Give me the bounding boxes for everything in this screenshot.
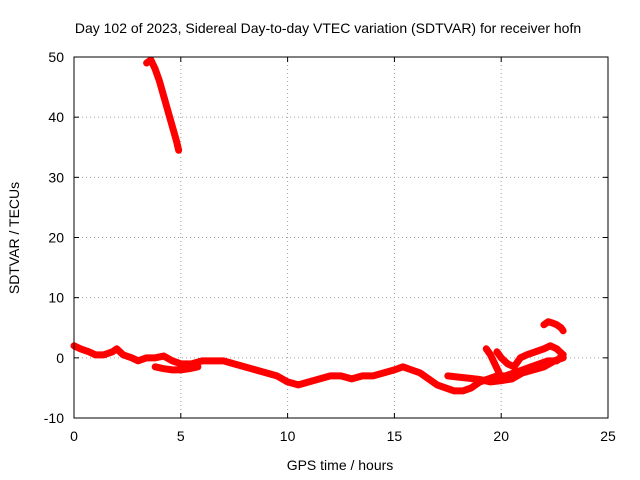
axis-ticks: 0 5 10 15 20 25 -10 0 10 20 30 40 50: [44, 49, 616, 444]
series-trace: [493, 342, 567, 371]
data-series: [70, 56, 567, 395]
y-tick-label: -10: [44, 410, 64, 426]
y-tick-label: 40: [48, 109, 64, 125]
x-axis-label: GPS time / hours: [287, 457, 394, 473]
y-tick-label: 30: [48, 169, 64, 185]
plot-frame: [73, 56, 609, 419]
series-segment-spike-19h: [482, 345, 503, 377]
series-segment-end-high: [540, 318, 567, 335]
y-tick-label: 0: [56, 350, 64, 366]
series-trace: [444, 354, 567, 386]
series-trace: [540, 318, 567, 335]
x-tick-label: 5: [177, 428, 185, 444]
y-tick-label: 20: [48, 230, 64, 246]
y-axis-label: SDTVAR / TECUs: [6, 182, 22, 294]
chart-title: Day 102 of 2023, Sidereal Day-to-day VTE…: [75, 20, 581, 36]
x-tick-label: 15: [387, 428, 403, 444]
series-trace: [143, 56, 183, 154]
series-segment-secondary: [151, 363, 202, 374]
series-segment-late-lower: [444, 354, 567, 386]
series-trace: [151, 363, 202, 374]
x-tick-label: 0: [70, 428, 78, 444]
series-trace: [482, 345, 503, 377]
x-tick-label: 20: [493, 428, 509, 444]
y-tick-label: 10: [48, 290, 64, 306]
y-tick-label: 50: [48, 49, 64, 65]
series-segment-high: [143, 56, 183, 154]
x-tick-label: 25: [600, 428, 616, 444]
x-tick-label: 10: [280, 428, 296, 444]
series-segment-late-upper: [493, 342, 567, 371]
